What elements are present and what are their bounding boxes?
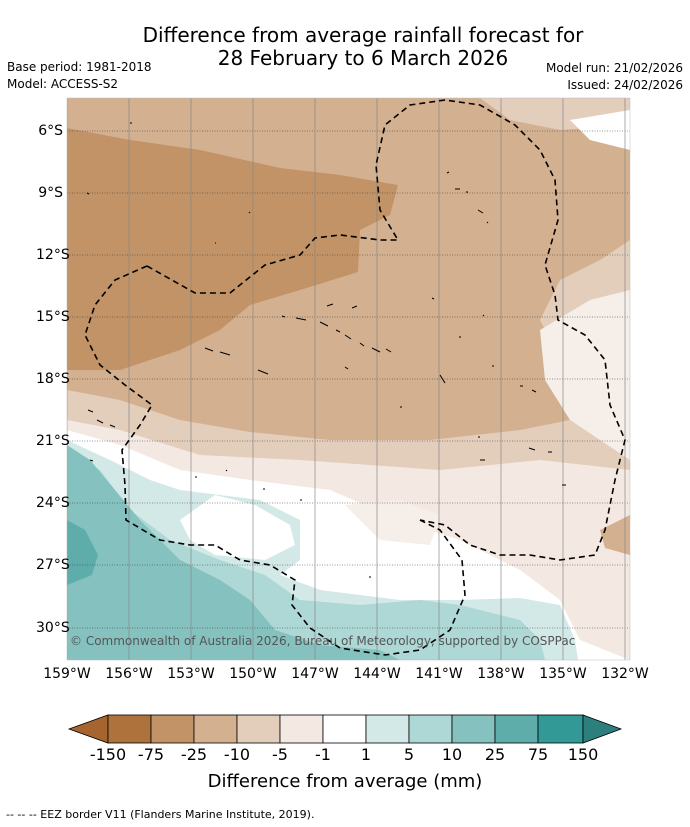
lat-label-24s: 24°S [36, 495, 70, 511]
colorbar-seg-6 [322, 714, 367, 744]
colorbar-label: -5 [272, 745, 288, 764]
band-plus10-25 [67, 445, 400, 660]
meta-right: Model run: 21/02/2026 Issued: 24/02/2026 [546, 60, 683, 94]
base-period: Base period: 1981-2018 [7, 60, 152, 74]
meta-left: Base period: 1981-2018 Model: ACCESS-S2 [7, 59, 152, 93]
colorbar-label: -75 [137, 745, 165, 764]
lat-label-21s: 21°S [36, 433, 70, 449]
copyright-notice: © Commonwealth of Australia 2026, Bureau… [70, 634, 576, 648]
lat-label-9s: 9°S [38, 185, 63, 201]
map-title-line2: 28 February to 6 March 2026 [217, 46, 509, 70]
rainfall-field [67, 98, 630, 660]
colorbar-seg-1 [107, 714, 152, 744]
patch-white-inner [180, 495, 295, 560]
colorbar-label: -150 [89, 745, 127, 764]
lon-label-135w: 135°W [539, 666, 587, 682]
lon-label-156w: 156°W [105, 666, 153, 682]
islands [86, 122, 566, 578]
lon-label-144w: 144°W [353, 666, 401, 682]
lat-label-27s: 27°S [36, 557, 70, 573]
lon-label-150w: 150°W [229, 666, 277, 682]
colorbar-seg-4 [236, 714, 281, 744]
colorbar-seg-3 [193, 714, 238, 744]
lat-label-15s: 15°S [36, 309, 70, 325]
lon-label-147w: 147°W [291, 666, 339, 682]
patch-white-ne [570, 110, 630, 150]
colorbar-seg-8 [408, 714, 453, 744]
lon-label-159w: 159°W [43, 666, 91, 682]
map-title-line1: Difference from average rainfall forecas… [142, 23, 584, 47]
colorbar-label: 75 [527, 745, 549, 764]
patch-plus25-75 [67, 520, 98, 585]
colorbar-label: 5 [403, 745, 415, 764]
model-run: Model run: 21/02/2026 [545, 61, 683, 75]
lon-label-153w: 153°W [167, 666, 215, 682]
lon-label-141w: 141°W [415, 666, 463, 682]
eez-borders [84, 99, 626, 656]
colorbar-label: -25 [180, 745, 208, 764]
colorbar-min-arrow [67, 714, 109, 744]
colorbar-title: Difference from average (mm) [207, 771, 483, 792]
colorbar-seg-2 [150, 714, 195, 744]
lon-gridlines [67, 98, 626, 660]
colorbar-label: 25 [484, 745, 506, 764]
colorbar-seg-7 [365, 714, 410, 744]
colorbar-label: 10 [441, 745, 463, 764]
patch-cream-s [345, 500, 440, 545]
colorbar [67, 714, 623, 744]
lat-label-30s: 30°S [36, 620, 70, 636]
map-frame [66, 97, 631, 661]
lat-label-6s: 6°S [38, 123, 63, 139]
model-name: Model: ACCESS-S2 [7, 77, 119, 91]
colorbar-seg-9 [451, 714, 496, 744]
lat-label-12s: 12°S [36, 247, 70, 263]
colorbar-label: -1 [315, 745, 331, 764]
lon-label-138w: 138°W [477, 666, 525, 682]
lon-label-132w: 132°W [601, 666, 649, 682]
colorbar-seg-11 [537, 714, 584, 744]
patch-brown-se [600, 515, 630, 555]
issued-date: Issued: 24/02/2026 [567, 78, 683, 92]
colorbar-seg-10 [494, 714, 539, 744]
lat-label-18s: 18°S [36, 371, 70, 387]
colorbar-label: -10 [223, 745, 251, 764]
colorbar-label: 1 [360, 745, 372, 764]
colorbar-max-arrow [582, 714, 623, 744]
eez-legend-note: -- -- -- EEZ border V11 (Flanders Marine… [6, 808, 315, 821]
colorbar-seg-5 [279, 714, 324, 744]
colorbar-label: 150 [567, 745, 599, 764]
patch-light-e [540, 290, 630, 460]
